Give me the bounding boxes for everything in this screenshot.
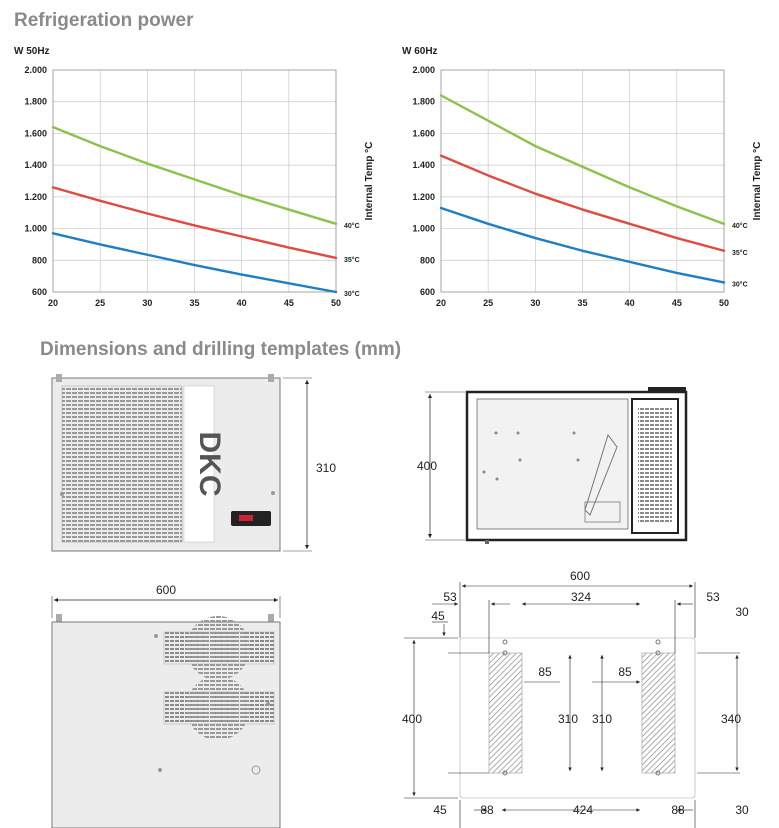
y-tick-label: 1.000 xyxy=(412,224,435,234)
tpl-bot-left-label: 45 xyxy=(433,803,447,817)
chart-60hz: W 60Hz 600 800 1.000 1.200 1.400 1.600 1.800 2.0… xyxy=(402,46,763,308)
x-tick-label: 35 xyxy=(577,298,587,308)
tpl-bot-88-left-label: 88 xyxy=(480,803,494,817)
plot-frame xyxy=(440,69,725,293)
y-tick-label: 2.000 xyxy=(24,65,47,75)
tpl-cut-height-left-label: 310 xyxy=(558,712,578,726)
x-tick-label: 40 xyxy=(237,298,247,308)
tpl-cut-width-right-label: 85 xyxy=(618,665,632,679)
x-tick-label: 50 xyxy=(719,298,729,308)
tpl-cut-height-right-label: 310 xyxy=(592,712,612,726)
series-line xyxy=(51,186,338,260)
y-tick-label: 800 xyxy=(420,255,435,265)
x-tick-label: 25 xyxy=(95,298,105,308)
tpl-bot-right-label: 30 xyxy=(735,803,749,817)
y-tick-label: 600 xyxy=(420,287,435,297)
dimension-drawings: DKC 310 400 600 xyxy=(51,374,749,828)
x-tick-label: 25 xyxy=(483,298,493,308)
series-label: 30°C xyxy=(344,290,360,298)
x-tick-label: 20 xyxy=(436,298,446,308)
frequency-label: W 50Hz xyxy=(14,46,50,57)
series-line xyxy=(51,232,338,294)
top-view: 600 xyxy=(51,583,281,828)
series-label: 40°C xyxy=(344,222,360,230)
drilling-template xyxy=(404,582,740,828)
x-tick-label: 45 xyxy=(284,298,294,308)
x-tick-label: 35 xyxy=(189,298,199,308)
tpl-height-right-label: 340 xyxy=(721,712,741,726)
y-tick-label: 1.800 xyxy=(412,97,435,107)
series-line xyxy=(439,206,726,284)
template-holes xyxy=(502,639,661,776)
x-tick-label: 40 xyxy=(625,298,635,308)
front-height-label: 310 xyxy=(316,461,336,475)
y-tick-label: 1.200 xyxy=(412,192,435,202)
y-tick-label: 1.600 xyxy=(24,128,47,138)
tpl-left-edge-label: 53 xyxy=(443,590,457,604)
tpl-bot-424-label: 424 xyxy=(573,803,593,817)
series-label: 30°C xyxy=(732,280,748,288)
tpl-top-off-left-label: 45 xyxy=(431,609,445,623)
plot-frame xyxy=(52,69,337,293)
dimensions-title: Dimensions and drilling templates (mm) xyxy=(40,339,402,360)
tpl-right-edge-label: 53 xyxy=(706,590,720,604)
series-line xyxy=(439,94,726,226)
frequency-label: W 60Hz xyxy=(402,46,438,57)
series-label: 35°C xyxy=(344,256,360,264)
x-tick-label: 20 xyxy=(48,298,58,308)
tpl-center-label: 324 xyxy=(571,590,591,604)
y-tick-label: 1.200 xyxy=(24,192,47,202)
side-height-label: 400 xyxy=(417,459,437,473)
x-tick-label: 45 xyxy=(672,298,682,308)
series-line xyxy=(439,154,726,252)
series-label: 35°C xyxy=(732,249,748,257)
tpl-height-left-label: 400 xyxy=(402,712,422,726)
y-tick-label: 2.000 xyxy=(412,65,435,75)
tpl-cut-width-left-label: 85 xyxy=(538,665,552,679)
y-tick-label: 800 xyxy=(32,255,47,265)
y-axis-label: Internal Temp °C xyxy=(364,142,375,221)
x-tick-label: 50 xyxy=(331,298,341,308)
side-view: 400 xyxy=(417,387,688,544)
x-tick-label: 30 xyxy=(530,298,540,308)
y-tick-label: 600 xyxy=(32,287,47,297)
y-tick-label: 1.000 xyxy=(24,224,47,234)
x-tick-label: 30 xyxy=(142,298,152,308)
dkc-logo: DKC xyxy=(193,432,226,497)
y-tick-label: 1.400 xyxy=(412,160,435,170)
series-label: 40°C xyxy=(732,222,748,230)
top-width-label: 600 xyxy=(156,583,176,597)
front-view: DKC 310 xyxy=(51,374,336,552)
y-tick-label: 1.800 xyxy=(24,97,47,107)
tpl-top-off-right-label: 30 xyxy=(735,605,749,619)
refrigeration-power-title: Refrigeration power xyxy=(14,10,194,31)
y-axis-label: Internal Temp °C xyxy=(752,142,763,221)
y-tick-label: 1.600 xyxy=(412,128,435,138)
y-tick-label: 1.400 xyxy=(24,160,47,170)
tpl-overall-label: 600 xyxy=(570,569,590,583)
series-line xyxy=(51,125,338,226)
chart-50hz: W 50Hz 600 800 1.000 1.200 1.400 1.600 1.800 2.0… xyxy=(14,46,375,308)
tpl-bot-88-right-label: 88 xyxy=(671,803,685,817)
